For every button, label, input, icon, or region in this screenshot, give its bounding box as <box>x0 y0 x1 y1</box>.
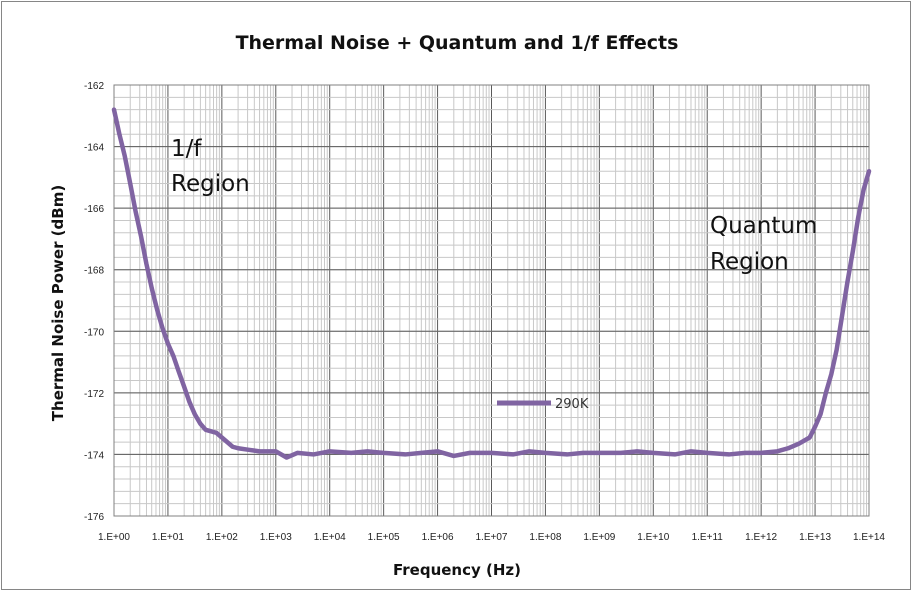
y-tick-label: -166 <box>84 204 104 215</box>
series-layer <box>111 107 872 460</box>
x-tick-label: 1.E+00 <box>98 532 130 543</box>
annotations: 1/f Region Quantum Region <box>171 136 817 275</box>
chart-title: Thermal Noise + Quantum and 1/f Effects <box>236 32 679 54</box>
x-tick-label: 1.E+05 <box>368 532 400 543</box>
grid <box>113 84 870 517</box>
x-tick-label: 1.E+02 <box>206 532 238 543</box>
x-tick-label: 1.E+08 <box>529 532 561 543</box>
y-tick-labels: -176 -174 -172 -170 -168 -166 -164 -162 <box>84 81 104 523</box>
legend-label-290k: 290K <box>555 397 589 412</box>
y-tick-label: -174 <box>84 450 104 461</box>
y-tick-label: -164 <box>84 143 104 154</box>
x-tick-label: 1.E+10 <box>637 532 669 543</box>
x-tick-label: 1.E+11 <box>692 532 724 543</box>
series-line-290k <box>111 107 872 460</box>
x-axis-title: Frequency (Hz) <box>393 561 521 579</box>
y-tick-label: -168 <box>84 266 104 277</box>
legend: 290K <box>497 397 589 412</box>
x-tick-label: 1.E+04 <box>314 532 346 543</box>
x-tick-label: 1.E+07 <box>476 532 508 543</box>
y-axis-title: Thermal Noise Power (dBm) <box>49 185 67 421</box>
y-tick-label: -170 <box>84 327 104 338</box>
x-tick-labels: 1.E+00 1.E+01 1.E+02 1.E+03 1.E+04 1.E+05 1.E+… <box>98 532 885 543</box>
x-tick-label: 1.E+09 <box>583 532 615 543</box>
plot-area <box>113 84 870 517</box>
annotation-1f-line2: Region <box>171 171 250 197</box>
x-tick-label: 1.E+01 <box>152 532 184 543</box>
y-tick-label: -172 <box>84 389 104 400</box>
annotation-1f-line1: 1/f <box>171 136 202 162</box>
x-tick-label: 1.E+13 <box>799 532 831 543</box>
y-tick-label: -176 <box>84 512 104 523</box>
annotation-quantum-line2: Region <box>710 249 789 275</box>
x-tick-label: 1.E+06 <box>422 532 454 543</box>
x-tick-label: 1.E+12 <box>745 532 777 543</box>
x-tick-label: 1.E+03 <box>260 532 292 543</box>
x-tick-label: 1.E+14 <box>853 532 885 543</box>
y-tick-label: -162 <box>84 81 104 92</box>
annotation-quantum-line1: Quantum <box>710 213 817 239</box>
